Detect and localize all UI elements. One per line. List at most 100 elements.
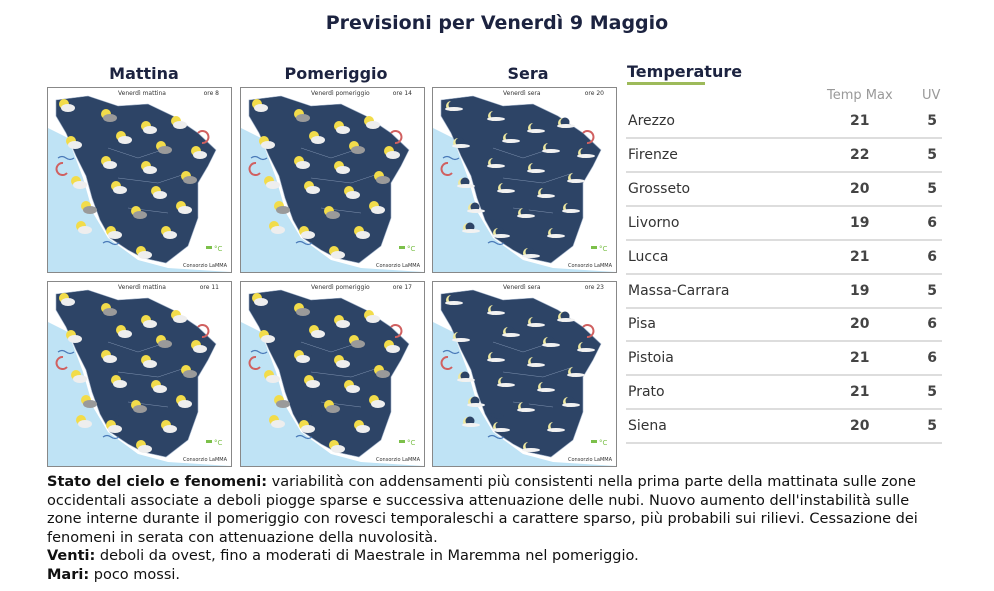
rain-cloud-icon [81,395,97,408]
partly-cloudy-icon [59,293,75,306]
partly-cloudy-icon [76,221,92,234]
wind-arrow-icon [582,130,595,144]
header-uv: UV [922,88,941,103]
moon-cloud-icon [557,117,575,128]
partly-cloudy-icon [369,201,385,214]
column-header-pomeriggio: Pomeriggio [284,64,388,83]
table-row: Livorno 19 6 [626,206,942,241]
elba-island [488,219,504,225]
wind-label: Venti: [47,548,96,565]
svg-text:°C: °C [599,245,608,253]
temperature-stable-icon [591,246,597,249]
moon-cloud-icon [542,336,560,347]
table-row: Prato 21 5 [626,375,942,411]
moon-cloud-icon [487,351,505,362]
city-name: Massa-Carrara [628,282,730,299]
partly-cloudy-icon [329,246,345,259]
wave-icon [57,155,75,161]
wind-arrow-icon [248,162,261,176]
wind-arrow-icon [582,324,595,338]
moon-cloud-icon [487,304,505,315]
temperature-stable-icon [206,246,212,249]
partly-cloudy-icon [309,325,325,338]
temp-max: 22 [850,146,870,163]
rain-cloud-icon [156,335,172,348]
sea [48,322,231,466]
partly-cloudy-icon [141,121,157,134]
wave-icon [442,155,460,161]
map-credit: Consorzio LaMMA [568,457,612,463]
map-label: Venerdì mattina [118,90,166,97]
moon-fog-icon [527,356,545,367]
rain-cloud-icon [294,109,310,122]
wave-icon [487,434,505,440]
rain-cloud-icon [324,206,340,219]
partly-cloudy-icon [299,420,315,433]
moon-cloud-icon [467,396,485,407]
wind-arrow-icon [440,162,453,176]
moon-cloud-icon [517,401,535,412]
uv-index: 5 [927,180,937,197]
moon-fog-icon [502,132,520,143]
partly-cloudy-icon [141,315,157,328]
moon-fog-icon [457,177,475,188]
partly-cloudy-icon [252,99,268,112]
table-row: Grosseto 20 5 [626,172,942,207]
column-header-mattina: Mattina [109,64,179,83]
uv-index: 6 [927,316,937,333]
moon-fog-icon [527,316,545,327]
partly-cloudy-icon [344,380,360,393]
wave-icon [57,349,75,355]
wave-icon [442,349,460,355]
wind-arrow-icon [197,130,210,144]
elba-island [296,413,312,419]
rain-cloud-icon [81,201,97,214]
partly-cloudy-icon [111,181,127,194]
partly-cloudy-icon [116,131,132,144]
wind-arrow-icon [390,130,403,144]
uv-index: 6 [927,350,937,367]
city-name: Arezzo [628,113,675,129]
temp-max: 21 [850,248,870,265]
moon-fog-icon [577,341,595,352]
moon-cloud-icon [557,311,575,322]
sea [48,128,231,272]
partly-cloudy-icon [294,350,310,363]
partly-cloudy-icon [161,420,177,433]
sea-text: poco mossi. [89,566,181,583]
uv-index: 6 [927,214,937,231]
elba-island [296,219,312,225]
rain-cloud-icon [101,303,117,316]
uv-index: 5 [927,146,937,163]
tuscany-land [248,95,410,264]
map-credit: Consorzio LaMMA [376,457,420,463]
moon-fog-icon [497,182,515,193]
svg-text:°C: °C [599,439,608,447]
partly-cloudy-icon [304,181,320,194]
city-name: Livorno [628,214,680,231]
moon-fog-icon [527,122,545,133]
moon-cloud-icon [542,142,560,153]
temperature-title: Temperature [627,62,743,81]
partly-cloudy-icon [111,375,127,388]
partly-cloudy-icon [151,380,167,393]
partly-cloudy-icon [294,156,310,169]
map-hour: ore 11 [199,284,219,291]
sea [433,322,616,466]
moon-fog-icon [547,421,565,432]
temp-max: 21 [850,113,870,129]
partly-cloudy-icon [354,420,370,433]
svg-text:°C: °C [214,439,223,447]
weather-map: °C Venerdì mattina ore 11 Consorzio LaMM… [47,281,232,467]
moon-fog-icon [462,416,480,427]
wind-text: deboli da ovest, fino a moderati di Maes… [95,548,639,565]
moon-cloud-icon [517,207,535,218]
wind-arrow-icon [440,356,453,370]
partly-cloudy-icon [191,340,207,353]
partly-cloudy-icon [141,355,157,368]
city-name: Prato [628,384,665,401]
wind-arrow-icon [197,324,210,338]
page-title: Previsioni per Venerdì 9 Maggio [325,12,669,34]
map-credit: Consorzio LaMMA [183,263,227,269]
wave-icon [102,240,120,246]
